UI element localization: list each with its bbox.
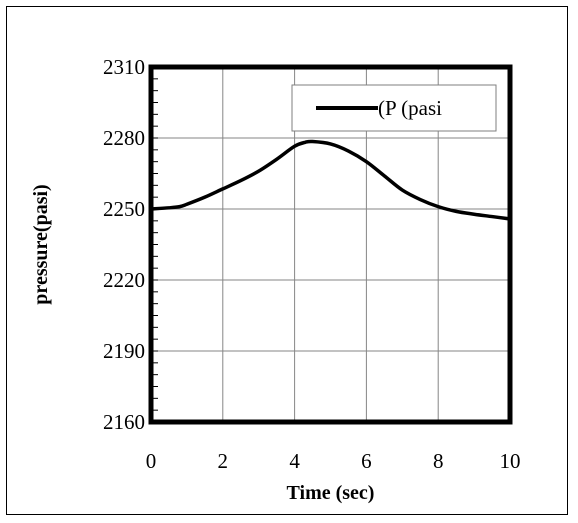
- y-axis-title: pressure(pasi): [30, 184, 52, 304]
- y-tick-label: 2220: [103, 268, 145, 292]
- y-tick-labels: 2160 2190 2220 2250 2280 2310: [103, 55, 145, 434]
- y-tick-label: 2160: [103, 410, 145, 434]
- plot-area-border: [148, 64, 513, 425]
- x-tick-labels: 0 2 4 6 8 10: [146, 449, 521, 473]
- x-tick-label: 2: [218, 449, 229, 473]
- x-axis-title: Time (sec): [287, 482, 375, 504]
- x-tick-label: 8: [433, 449, 444, 473]
- x-tick-label: 0: [146, 449, 157, 473]
- series-layer: [150, 139, 511, 221]
- x-tick-label: 4: [289, 449, 300, 473]
- y-tick-label: 2310: [103, 55, 145, 79]
- y-tick-label: 2190: [103, 339, 145, 363]
- y-tick-label: 2280: [103, 126, 145, 150]
- x-tick-label: 6: [361, 449, 372, 473]
- series-line: [150, 139, 511, 221]
- y-tick-label: 2250: [103, 197, 145, 221]
- legend-label: (P (pasi: [378, 96, 442, 120]
- x-tick-label: 10: [500, 449, 521, 473]
- legend: (P (pasi: [291, 84, 497, 132]
